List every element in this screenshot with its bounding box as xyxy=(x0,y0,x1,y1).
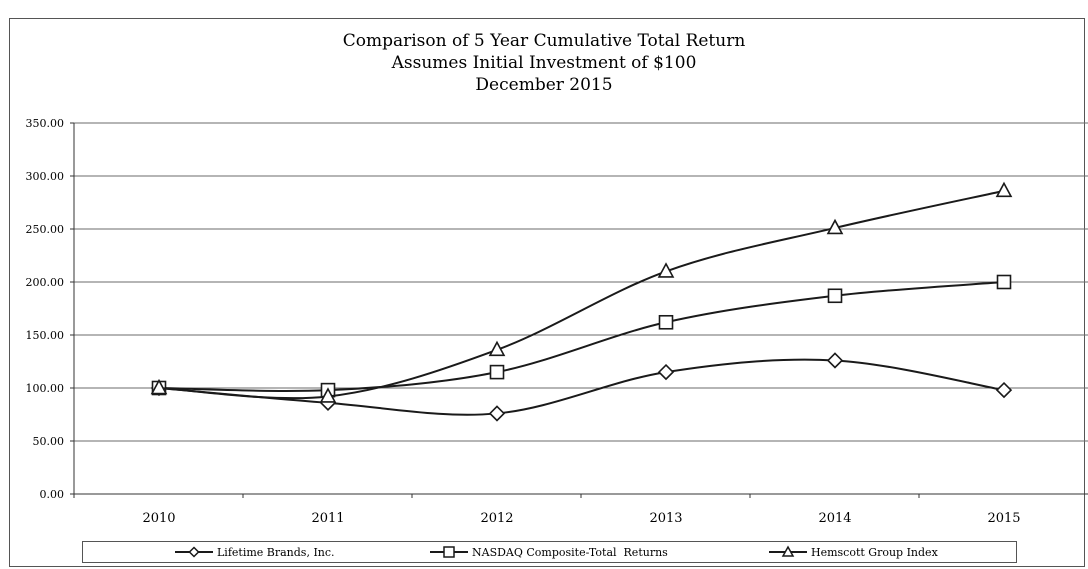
legend-label-series-1: Lifetime Brands, Inc. xyxy=(217,545,335,559)
y-tick-label: 250.00 xyxy=(26,223,65,236)
chart-title-line-3: December 2015 xyxy=(475,75,613,95)
x-tick-label: 2014 xyxy=(818,511,851,526)
data-point-square xyxy=(827,288,843,304)
legend-item-series-3: Hemscott Group Index xyxy=(767,542,938,562)
legend-item-series-2: NASDAQ Composite-Total Returns xyxy=(428,542,668,562)
chart-frame xyxy=(9,18,1085,567)
legend-triangle-marker-icon xyxy=(769,545,807,557)
series-line-2 xyxy=(158,281,1005,392)
legend-label-series-3: Hemscott Group Index xyxy=(811,545,938,559)
data-point-triangle xyxy=(319,387,337,403)
legend-diamond-marker-icon xyxy=(175,546,213,558)
data-point-square xyxy=(658,314,674,330)
data-point-diamond xyxy=(826,352,844,369)
y-tick-label: 200.00 xyxy=(26,276,65,289)
data-point-triangle xyxy=(826,218,844,235)
y-tick-label: 350.00 xyxy=(26,117,65,130)
data-point-diamond xyxy=(657,363,675,381)
legend-square-marker-icon xyxy=(430,546,468,558)
y-tick-label: 150.00 xyxy=(26,329,65,342)
data-point-triangle xyxy=(488,340,506,357)
data-point-triangle xyxy=(657,262,675,278)
legend-item-series-1: Lifetime Brands, Inc. xyxy=(173,542,335,562)
data-point-square xyxy=(489,364,505,380)
legend-label-series-2: NASDAQ Composite-Total Returns xyxy=(472,545,668,559)
data-point-square xyxy=(996,274,1012,290)
x-tick-label: 2012 xyxy=(480,511,513,526)
y-tick-label: 50.00 xyxy=(33,435,65,448)
series-line-1 xyxy=(158,358,1005,416)
data-point-triangle xyxy=(995,181,1013,198)
chart-title-line-1: Comparison of 5 Year Cumulative Total Re… xyxy=(342,31,746,51)
series-line-3 xyxy=(158,189,1005,400)
x-tick-label: 2010 xyxy=(142,511,175,526)
data-point-diamond xyxy=(995,381,1013,399)
x-tick-label: 2013 xyxy=(649,511,682,526)
y-tick-label: 0.00 xyxy=(40,488,65,501)
chart-title-line-2: Assumes Initial Investment of $100 xyxy=(391,53,697,73)
x-tick-label: 2015 xyxy=(987,511,1020,526)
chart-legend: Lifetime Brands, Inc. NASDAQ Composite-T… xyxy=(82,541,1017,563)
x-tick-label: 2011 xyxy=(311,511,344,526)
y-tick-label: 100.00 xyxy=(26,382,65,395)
data-point-diamond xyxy=(488,405,506,422)
data-point-triangle xyxy=(150,378,168,395)
y-tick-label: 300.00 xyxy=(26,170,65,183)
